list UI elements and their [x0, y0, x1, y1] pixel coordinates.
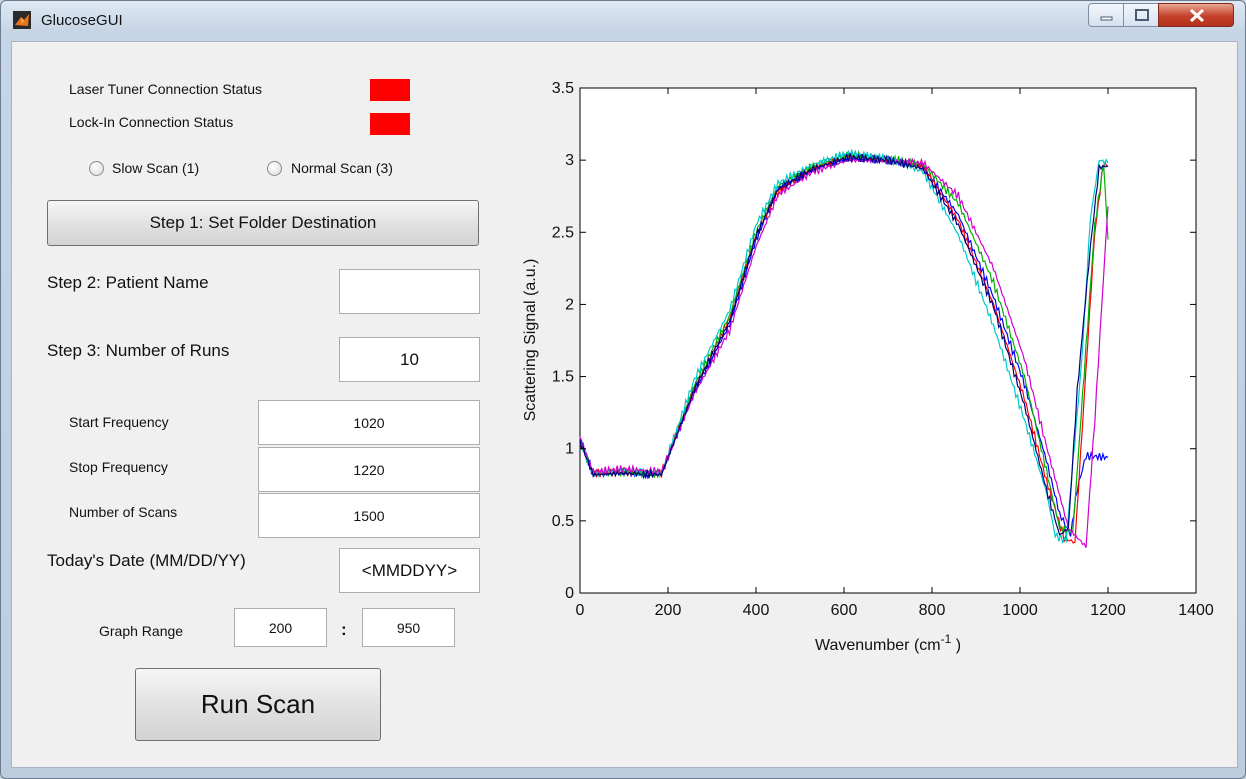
graph-range-label: Graph Range: [99, 623, 184, 639]
set-folder-button[interactable]: Step 1: Set Folder Destination: [47, 200, 479, 246]
normal-scan-radio[interactable]: [267, 161, 282, 176]
y-tick-label: 1.5: [552, 369, 574, 386]
x-axis-label: Wavenumber (cm-1 ): [815, 632, 961, 654]
start-frequency-input[interactable]: 1020: [258, 400, 480, 445]
series-line-6: [579, 153, 1109, 536]
slow-scan-radio[interactable]: [89, 161, 104, 176]
todays-date-input[interactable]: <MMDDYY>: [339, 548, 480, 593]
x-axis-label-superscript: -1: [941, 632, 952, 646]
number-of-runs-input[interactable]: 10: [339, 337, 480, 382]
y-tick-label: 1: [565, 441, 574, 458]
y-tick-label: 3: [565, 152, 574, 169]
minimize-icon: [1100, 16, 1113, 21]
y-tick-label: 2: [565, 296, 574, 313]
x-tick-label: 400: [743, 602, 770, 619]
graph-range-from-input[interactable]: 200: [234, 608, 327, 647]
x-tick-label: 800: [919, 602, 946, 619]
y-tick-label: 2.5: [552, 224, 574, 241]
x-tick-label: 1000: [1002, 602, 1038, 619]
number-of-scans-label: Number of Scans: [69, 504, 178, 520]
lockin-status-indicator: [370, 113, 410, 135]
x-tick-label: 600: [831, 602, 858, 619]
y-tick-label: 3.5: [552, 80, 574, 97]
matlab-icon: [13, 11, 31, 29]
graph-range-separator: :: [341, 620, 347, 639]
start-frequency-label: Start Frequency: [69, 414, 169, 430]
scattering-signal-chart: 0 200 400 600 800 1000 1200 1400 0 0.5 1 1.5 2 2.5 3 3.…: [522, 80, 1214, 654]
close-icon: [1189, 8, 1205, 23]
normal-scan-label[interactable]: Normal Scan (3): [291, 160, 393, 176]
x-tick-label: 1200: [1090, 602, 1126, 619]
x-axis-label-text: Wavenumber (cm: [815, 637, 941, 654]
y-tick-label: 0: [565, 585, 574, 602]
axes: 0 200 400 600 800 1000 1200 1400 0 0.5 1 1.5 2 2.5 3 3.…: [552, 80, 1214, 619]
maximize-button[interactable]: [1123, 3, 1159, 27]
x-axis-label-tail: ): [951, 637, 961, 654]
run-scan-button[interactable]: Run Scan: [135, 668, 381, 741]
x-tick-label: 0: [576, 602, 585, 619]
stop-frequency-input[interactable]: 1220: [258, 447, 480, 492]
title-bar[interactable]: GlucoseGUI: [1, 1, 1245, 41]
figure-panel: Laser Tuner Connection Status Lock-In Co…: [11, 41, 1238, 768]
y-tick-label: 0.5: [552, 513, 574, 530]
window-title: GlucoseGUI: [41, 12, 123, 29]
stop-frequency-label: Stop Frequency: [69, 459, 168, 475]
patient-name-input[interactable]: [339, 269, 480, 314]
plot-area: [579, 87, 1197, 594]
y-axis-label: Scattering Signal (a.u.): [522, 259, 539, 422]
maximize-icon: [1135, 9, 1149, 21]
x-tick-label: 1400: [1178, 602, 1214, 619]
laser-status-indicator: [370, 79, 410, 101]
patient-name-label: Step 2: Patient Name: [47, 273, 209, 292]
close-button[interactable]: [1158, 3, 1234, 27]
number-of-scans-input[interactable]: 1500: [258, 493, 480, 538]
x-tick-label: 200: [655, 602, 682, 619]
graph-range-to-input[interactable]: 950: [362, 608, 455, 647]
series-layer: [579, 148, 1109, 549]
number-of-runs-label: Step 3: Number of Runs: [47, 341, 230, 360]
laser-status-label: Laser Tuner Connection Status: [69, 81, 263, 97]
lockin-status-label: Lock-In Connection Status: [69, 114, 234, 130]
slow-scan-label[interactable]: Slow Scan (1): [112, 160, 200, 176]
minimize-button[interactable]: [1088, 3, 1124, 27]
todays-date-label: Today's Date (MM/DD/YY): [47, 551, 246, 570]
